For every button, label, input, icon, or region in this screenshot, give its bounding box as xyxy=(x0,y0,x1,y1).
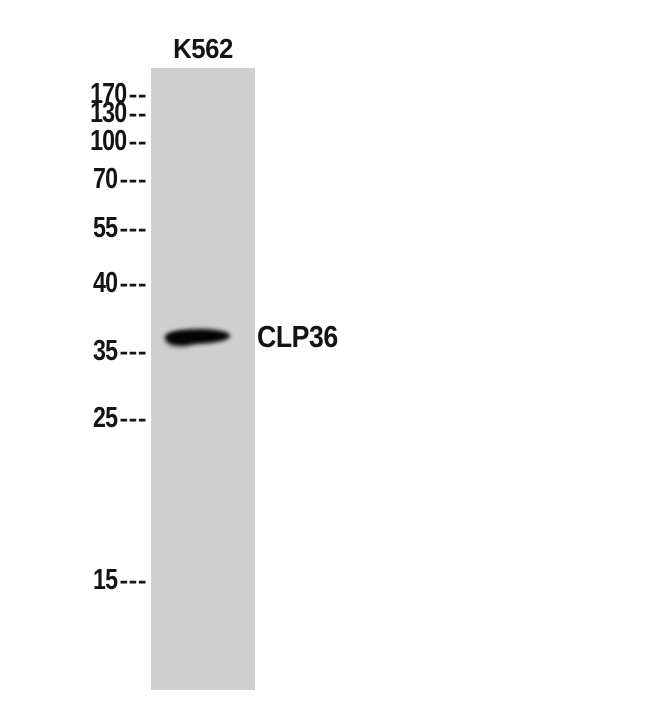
mw-value: 55 xyxy=(93,212,118,244)
mw-tick-dashes: --- xyxy=(119,165,147,193)
mw-marker-row-15: 15 --- xyxy=(87,564,147,596)
mw-marker-row-40: 40 --- xyxy=(87,267,147,299)
mw-value: 100 xyxy=(90,125,127,157)
mw-marker-row-35: 35 --- xyxy=(87,335,147,367)
mw-tick-dashes: --- xyxy=(119,404,147,432)
gel-lane xyxy=(151,68,255,690)
band-label: CLP36 xyxy=(257,319,338,354)
protein-band-left-edge xyxy=(166,333,194,346)
mw-tick-dashes: --- xyxy=(119,269,147,297)
mw-marker-row-70: 70 --- xyxy=(87,163,147,195)
mw-value: 15 xyxy=(93,564,118,596)
mw-tick-dashes: --- xyxy=(119,337,147,365)
mw-tick-dashes: --- xyxy=(119,214,147,242)
mw-marker-row-55: 55 --- xyxy=(87,212,147,244)
mw-tick-dashes: -- xyxy=(128,99,147,127)
mw-tick-dashes: -- xyxy=(128,80,147,108)
mw-value: 40 xyxy=(93,267,118,299)
mw-value: 70 xyxy=(93,163,118,195)
mw-marker-row-170: 170 -- xyxy=(81,78,147,110)
mw-value: 130 xyxy=(90,97,127,129)
mw-tick-dashes: --- xyxy=(119,566,147,594)
mw-tick-dashes: -- xyxy=(128,127,147,155)
mw-value: 170 xyxy=(90,78,127,110)
mw-marker-row-25: 25 --- xyxy=(87,402,147,434)
mw-value: 35 xyxy=(93,335,118,367)
mw-marker-row-130: 130 -- xyxy=(81,97,147,129)
mw-value: 25 xyxy=(93,402,118,434)
lane-label: K562 xyxy=(173,33,233,64)
mw-marker-row-100: 100 -- xyxy=(81,125,147,157)
